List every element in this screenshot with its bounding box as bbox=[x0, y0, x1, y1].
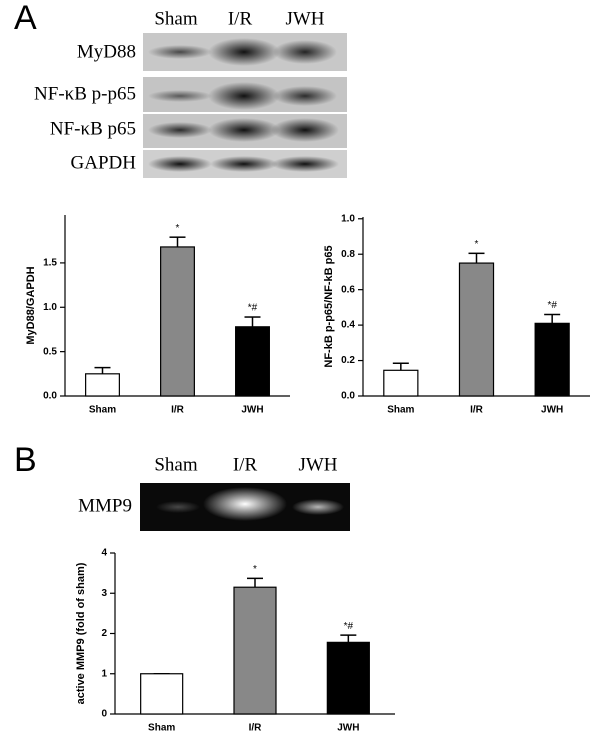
y-tick-label: 0.6 bbox=[341, 284, 355, 295]
y-tick-label: 0.0 bbox=[43, 391, 57, 402]
row-label: NF-κB p-p65 bbox=[34, 83, 136, 104]
y-tick-label: 0.4 bbox=[341, 320, 355, 331]
lane-label: I/R bbox=[228, 8, 253, 29]
y-tick-label: 1.0 bbox=[341, 213, 355, 224]
y-tick-label: 4 bbox=[101, 548, 107, 559]
annotation: * bbox=[176, 223, 180, 234]
y-tick-label: 2 bbox=[101, 628, 107, 639]
x-tick-label: I/R bbox=[171, 405, 185, 416]
y-tick-label: 1 bbox=[101, 668, 107, 679]
x-tick-label: Sham bbox=[387, 405, 414, 416]
y-tick-label: 1.5 bbox=[43, 258, 57, 269]
gel-b bbox=[140, 483, 350, 531]
annotation: * bbox=[253, 564, 257, 575]
x-tick-label: I/R bbox=[470, 405, 484, 416]
bar bbox=[85, 373, 120, 397]
annotation: *# bbox=[248, 303, 258, 314]
bar bbox=[233, 586, 277, 715]
y-tick-label: 0.8 bbox=[341, 249, 355, 260]
bar bbox=[458, 262, 495, 397]
row-label: MMP9 bbox=[78, 495, 132, 516]
x-tick-label: JWH bbox=[337, 723, 359, 734]
x-tick-label: I/R bbox=[249, 723, 263, 734]
y-tick-label: 0.0 bbox=[341, 391, 355, 402]
bar bbox=[235, 326, 270, 397]
row-label: MyD88 bbox=[77, 41, 136, 62]
panel-label: B bbox=[14, 441, 37, 479]
y-tick-label: 0.2 bbox=[341, 355, 355, 366]
lane-label: Sham bbox=[154, 454, 198, 475]
lane-label: JWH bbox=[285, 8, 324, 29]
annotation: *# bbox=[547, 300, 557, 311]
x-tick-label: Sham bbox=[89, 405, 116, 416]
lane-label: I/R bbox=[233, 454, 258, 475]
bar bbox=[160, 246, 195, 397]
y-tick-label: 3 bbox=[101, 588, 107, 599]
x-tick-label: JWH bbox=[541, 405, 563, 416]
y-axis-label: active MMP9 (fold of sham) bbox=[75, 562, 87, 704]
bar bbox=[534, 322, 570, 397]
bar bbox=[140, 673, 184, 715]
row-label: GAPDH bbox=[71, 152, 137, 173]
annotation: * bbox=[475, 239, 479, 250]
row-label: NF-κB p65 bbox=[50, 118, 136, 139]
bar bbox=[326, 641, 370, 715]
y-axis-label: MyD88/GAPDH bbox=[25, 266, 37, 344]
y-tick-label: 0.5 bbox=[43, 346, 57, 357]
y-axis-label: NF-kB p-p65/NF-kB p65 bbox=[323, 245, 335, 367]
y-tick-label: 0 bbox=[101, 709, 107, 720]
lane-label: Sham bbox=[154, 8, 198, 29]
y-tick-label: 1.0 bbox=[43, 302, 57, 313]
panel-label: A bbox=[14, 0, 37, 37]
blot-a bbox=[143, 33, 347, 178]
annotation: *# bbox=[344, 621, 354, 632]
x-tick-label: Sham bbox=[148, 723, 175, 734]
x-tick-label: JWH bbox=[241, 405, 263, 416]
lane-label: JWH bbox=[298, 454, 337, 475]
bar bbox=[383, 369, 419, 397]
